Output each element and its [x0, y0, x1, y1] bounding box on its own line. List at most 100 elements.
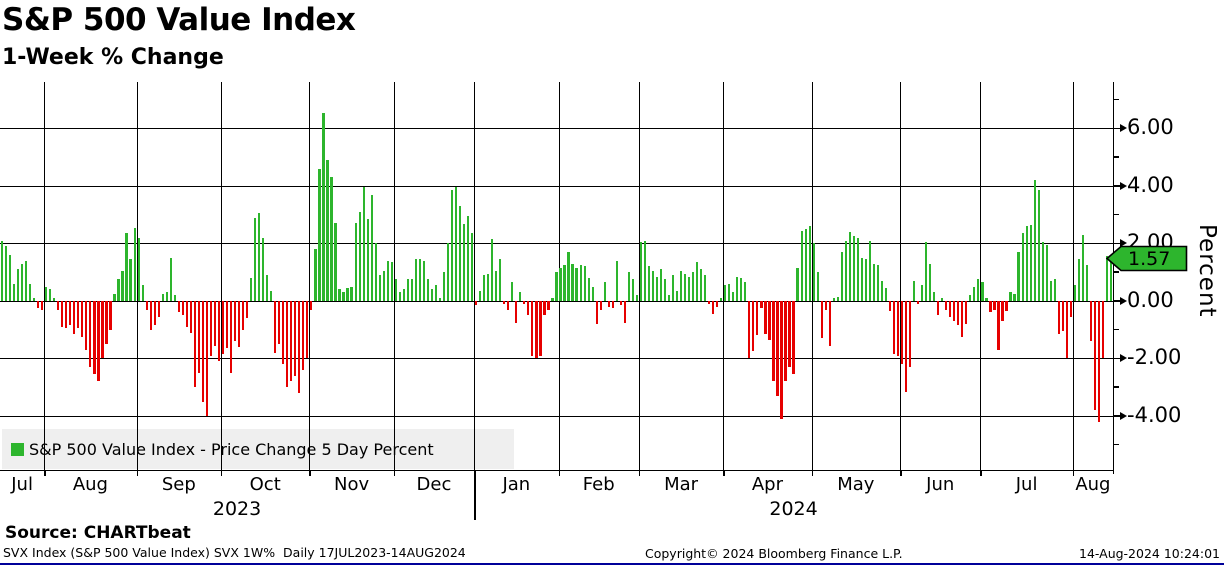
y-tick-line [1114, 300, 1122, 302]
bar [828, 300, 831, 346]
chart-title: S&P 500 Value Index [2, 2, 356, 38]
bar [917, 300, 920, 304]
footer-copyright: Copyright© 2024 Bloomberg Finance L.P. [645, 546, 903, 561]
bar [1029, 224, 1032, 301]
month-label: Feb [582, 474, 615, 495]
bar [370, 194, 373, 301]
bar [535, 300, 538, 359]
bar [1065, 300, 1068, 359]
bar [603, 282, 606, 301]
bar [434, 285, 438, 301]
bar [571, 263, 574, 301]
bar [69, 300, 72, 326]
y-minor-tick [1114, 328, 1119, 331]
bar [832, 298, 835, 301]
bar [692, 272, 695, 301]
bar [929, 263, 932, 301]
bar [454, 187, 458, 301]
gridline-month-boundary [474, 82, 476, 470]
bar [792, 300, 795, 375]
gridline-month-boundary [558, 82, 560, 470]
bar [173, 295, 176, 301]
gridline-month-boundary [980, 82, 982, 470]
bar [800, 230, 803, 301]
bar [1005, 300, 1008, 312]
gridline-month-boundary [638, 82, 640, 470]
bar [965, 300, 968, 324]
month-label: Apr [751, 474, 784, 495]
bar [217, 300, 221, 362]
bar [97, 300, 100, 382]
bar [274, 300, 277, 353]
bar [362, 187, 365, 301]
bar [326, 160, 329, 301]
bar [591, 286, 594, 301]
bar [338, 289, 341, 301]
bar [700, 269, 703, 301]
x-axis-tick [44, 470, 46, 476]
bar [298, 300, 301, 393]
footer-meta: SVX Index (S&P 500 Value Index) SVX 1W% … [3, 545, 466, 560]
bar [969, 295, 972, 301]
bar [53, 298, 56, 301]
bar [270, 290, 273, 301]
x-axis-tick [393, 470, 396, 476]
bar [712, 300, 715, 314]
gridline-horizontal [0, 243, 1113, 245]
y-tick-arrow-icon [1120, 239, 1127, 248]
y-minor-tick [1114, 213, 1119, 216]
bar [852, 236, 855, 301]
bar [908, 300, 912, 368]
bar [77, 300, 80, 329]
month-label: Oct [249, 474, 281, 495]
y-minor-tick [1114, 156, 1119, 158]
bar [876, 265, 880, 301]
bar [784, 300, 787, 382]
bar [1025, 226, 1028, 301]
bar [314, 249, 317, 301]
bar [342, 292, 345, 301]
bar [209, 300, 213, 356]
gridline-horizontal [0, 300, 1113, 302]
bar [575, 267, 578, 301]
bar [49, 289, 52, 301]
bar [153, 300, 156, 326]
bar [744, 282, 747, 301]
bar [519, 292, 522, 301]
x-axis-tick [220, 470, 223, 476]
bar [446, 242, 450, 301]
bar [844, 240, 847, 301]
bar [290, 300, 293, 382]
bar [1033, 180, 1036, 301]
bar [880, 280, 884, 301]
bar [896, 300, 900, 356]
bar [1037, 190, 1040, 301]
bar [205, 300, 209, 416]
bar [696, 262, 699, 301]
bar [623, 300, 626, 323]
bar [246, 300, 249, 319]
bar [1041, 242, 1044, 301]
bar [523, 300, 526, 304]
bar [113, 293, 116, 301]
gridline-horizontal [0, 415, 1113, 417]
bar [133, 227, 136, 301]
y-tick-label: 0.00 [1127, 287, 1174, 312]
bar [1017, 252, 1020, 301]
bar [33, 298, 36, 301]
bar [788, 300, 791, 368]
bar [193, 300, 196, 388]
bar [716, 300, 719, 307]
x-axis-tick [811, 470, 814, 476]
bar [611, 300, 614, 309]
bar [1057, 300, 1060, 335]
bar [430, 288, 434, 301]
bar [1109, 255, 1113, 301]
month-label: Jul [11, 474, 33, 495]
bar [213, 300, 217, 346]
month-label: Sep [161, 474, 196, 495]
bar [306, 300, 309, 359]
bar [1013, 293, 1016, 301]
bar [181, 300, 184, 316]
source-label: Source: CHARTbeat [5, 523, 191, 543]
